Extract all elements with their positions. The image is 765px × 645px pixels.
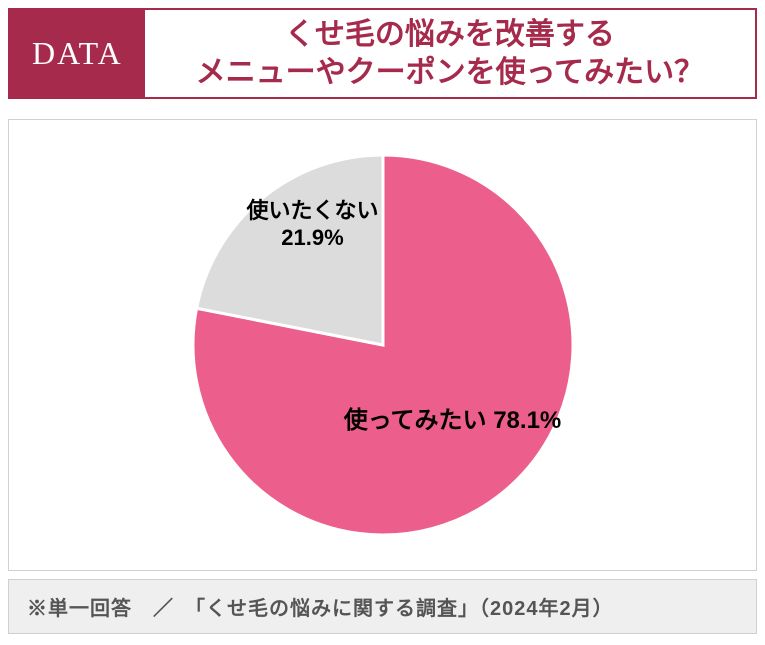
header-bar: DATA くせ毛の悩みを改善する メニューやクーポンを使ってみたい？ — [8, 8, 757, 99]
header-title-line1: くせ毛の悩みを改善する — [285, 16, 615, 54]
data-badge: DATA — [10, 10, 145, 97]
footer-note: ※単一回答 ／ 「くせ毛の悩みに関する調査」（2024年2月） — [8, 579, 757, 634]
pie-chart-area: 使ってみたい 78.1% 使いたくない21.9% — [8, 119, 757, 571]
footer-note-text: ※単一回答 ／ 「くせ毛の悩みに関する調査」（2024年2月） — [27, 598, 614, 620]
header-title: くせ毛の悩みを改善する メニューやクーポンを使ってみたい？ — [145, 10, 755, 97]
pie-slice-label: 使ってみたい 78.1% — [344, 400, 562, 435]
pie-slice-label: 使いたくない21.9% — [246, 193, 378, 251]
header-title-line2: メニューやクーポンを使ってみたい？ — [196, 54, 705, 92]
data-badge-text: DATA — [32, 35, 123, 72]
